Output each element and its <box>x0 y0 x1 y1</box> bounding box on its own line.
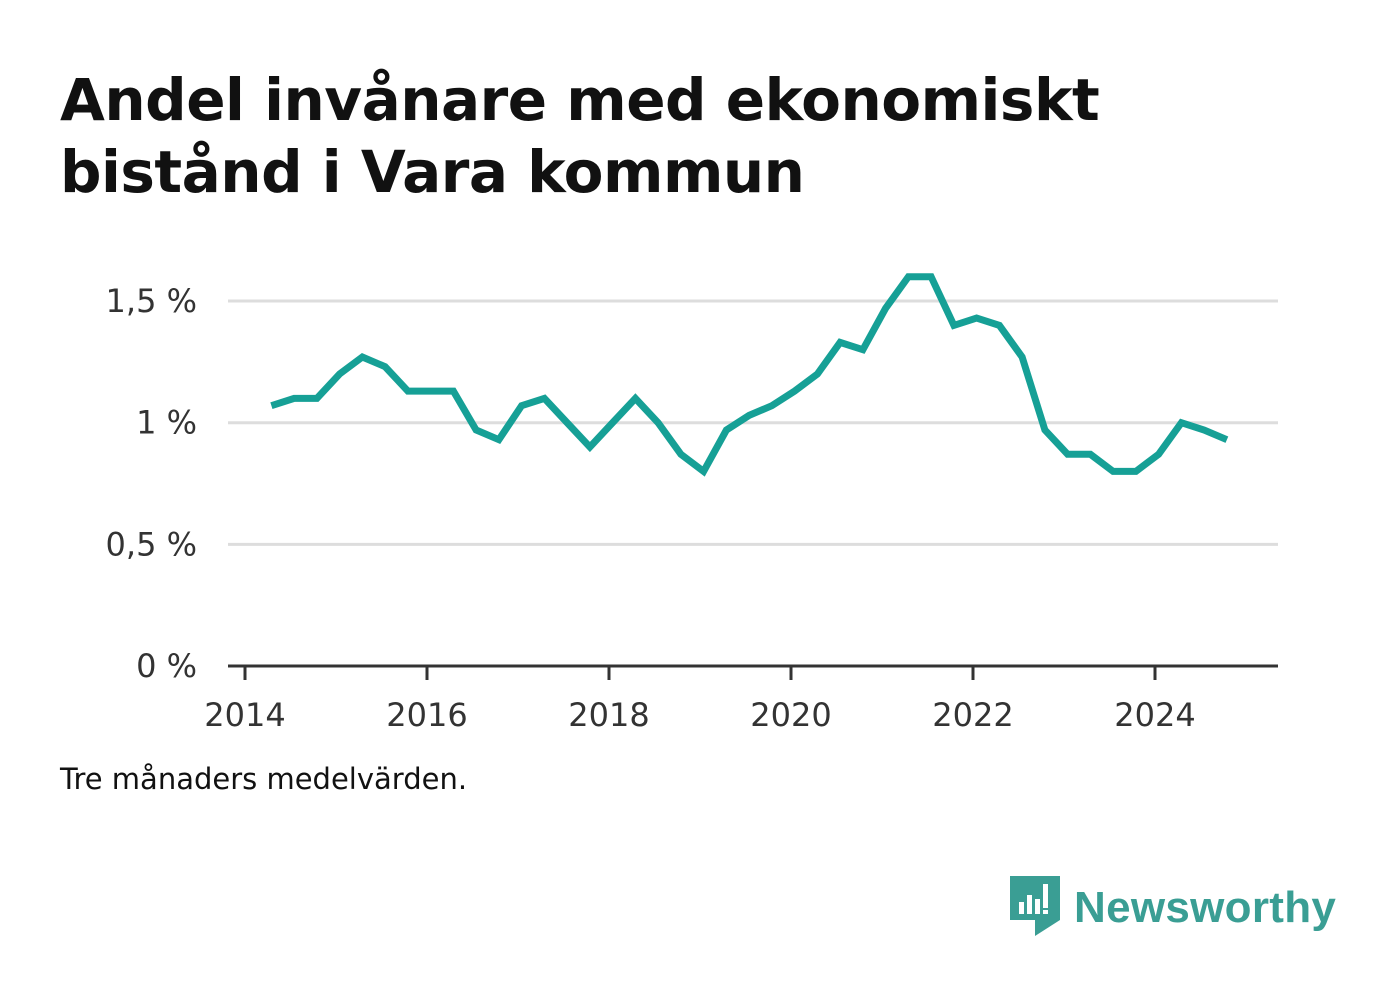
x-tick-label: 2016 <box>386 696 467 734</box>
y-tick-label: 1 % <box>136 404 197 442</box>
brand-name: Newsworthy <box>1074 883 1337 932</box>
chart-note: Tre månaders medelvärden. <box>60 762 468 796</box>
x-tick-label: 2018 <box>568 696 649 734</box>
series-line <box>270 273 1229 477</box>
chart-title-line-2: bistånd i Vara kommun <box>60 138 805 206</box>
y-axis-ticks: 0 % 0,5 % 1 % 1,5 % <box>106 282 197 685</box>
chart-title: Andel invånare med ekonomiskt bistånd i … <box>60 64 1260 208</box>
x-axis: 2014 2016 2018 2020 2022 2024 <box>204 664 1278 734</box>
y-tick-label: 0,5 % <box>106 525 197 563</box>
brand-logo[interactable]: Newsworthy <box>1010 876 1336 940</box>
x-tick-label: 2020 <box>750 696 831 734</box>
y-tick-label: 0 % <box>136 647 197 685</box>
x-tick-label: 2014 <box>204 696 285 734</box>
chart-title-line-1: Andel invånare med ekonomiskt <box>60 66 1100 134</box>
y-tick-label: 1,5 % <box>106 282 197 320</box>
line-chart: 0 % 0,5 % 1 % 1,5 % 2014 2016 2018 2020 2022 202… <box>106 273 1278 734</box>
x-tick-label: 2022 <box>932 696 1013 734</box>
gridlines <box>228 299 1278 546</box>
x-tick-label: 2024 <box>1114 696 1195 734</box>
series <box>270 273 1229 477</box>
newsworthy-logo-icon <box>1010 876 1060 936</box>
